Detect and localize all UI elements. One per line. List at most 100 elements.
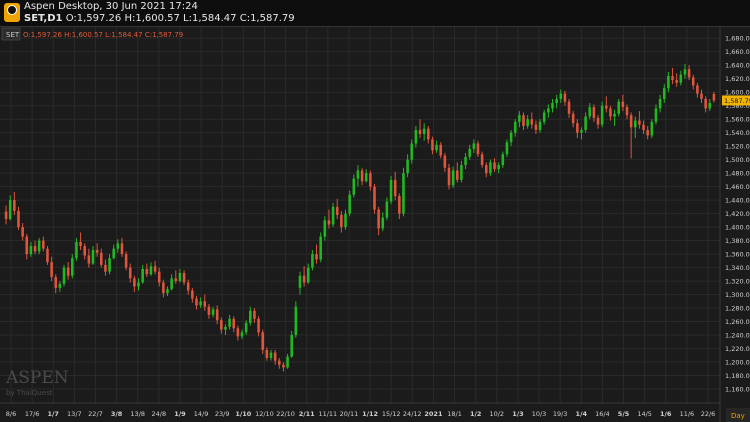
candle-body xyxy=(642,124,645,130)
x-tick-label: 18/1 xyxy=(447,410,462,418)
candle xyxy=(526,115,529,129)
candle-body xyxy=(331,206,335,225)
y-tick-label: 1,660.00 xyxy=(725,48,750,56)
candle-body xyxy=(596,117,600,125)
candle xyxy=(191,287,194,303)
candle xyxy=(418,119,422,139)
candle xyxy=(600,101,604,128)
x-tick-label: 13/7 xyxy=(67,410,82,418)
candle xyxy=(551,98,554,113)
candle-body xyxy=(269,352,273,358)
candle-body xyxy=(29,246,33,255)
aspen-logo-icon[interactable] xyxy=(4,3,20,22)
legend-badge-box xyxy=(1,27,21,41)
candle-body xyxy=(621,101,625,108)
x-tick-label: 24/12 xyxy=(403,410,422,418)
chart-canvas[interactable]: SET O:1,597.26 H:1,600.57 L:1,584.47 C:1… xyxy=(0,27,750,422)
candle xyxy=(257,316,260,337)
candle xyxy=(497,162,500,174)
candle-body xyxy=(542,112,546,122)
candle xyxy=(83,243,87,260)
candle-body xyxy=(91,250,95,264)
candle xyxy=(646,125,649,140)
candle xyxy=(120,237,124,257)
candle xyxy=(240,329,244,340)
candle-body xyxy=(99,252,103,265)
candle xyxy=(66,262,70,280)
candle xyxy=(282,362,285,372)
candle xyxy=(195,295,198,310)
candle xyxy=(319,232,322,263)
candle xyxy=(708,98,712,112)
candle xyxy=(286,353,289,369)
y-tick-label: 1,220.00 xyxy=(725,345,750,353)
candle xyxy=(186,279,190,295)
y-tick-label: 1,520.00 xyxy=(725,143,750,151)
candle xyxy=(509,129,513,147)
candle xyxy=(534,120,538,135)
candle xyxy=(302,266,306,287)
candle-body xyxy=(112,248,115,259)
y-tick-label: 1,620.00 xyxy=(725,75,750,83)
candle-body xyxy=(344,213,347,228)
candle xyxy=(658,94,662,113)
candle xyxy=(398,193,401,220)
candle xyxy=(696,82,699,98)
candle xyxy=(224,324,227,336)
timeframe-box[interactable] xyxy=(726,408,750,422)
candle-body xyxy=(435,144,438,151)
price-chart[interactable]: SET O:1,597.26 H:1,600.57 L:1,584.47 C:1… xyxy=(0,27,750,422)
y-tick-label: 1,200.00 xyxy=(725,359,750,367)
candle-body xyxy=(393,179,397,197)
x-tick-label: 11/6 xyxy=(680,410,695,418)
candle xyxy=(277,357,281,369)
candle-body xyxy=(294,306,298,336)
y-tick-label: 1,600.00 xyxy=(725,89,750,97)
candle-body xyxy=(83,246,87,256)
candle-body xyxy=(207,306,211,315)
candle xyxy=(455,162,459,183)
candle-body xyxy=(385,201,389,218)
candle-body xyxy=(414,129,418,144)
candle-body xyxy=(605,105,608,109)
x-tick-label: 2/11 xyxy=(299,410,315,418)
candle-body xyxy=(576,123,579,133)
y-tick-label: 1,380.00 xyxy=(725,237,750,245)
candle-body xyxy=(364,173,368,182)
x-tick-label: 12/10 xyxy=(255,410,274,418)
candle-body xyxy=(75,241,78,259)
candle xyxy=(8,195,12,221)
candle-body xyxy=(352,178,356,195)
candle-body xyxy=(530,119,534,125)
candle-body xyxy=(658,98,662,109)
timeframe-label[interactable]: Day xyxy=(731,412,745,420)
candle xyxy=(348,190,351,217)
candle xyxy=(269,349,273,361)
candle-body xyxy=(633,120,637,128)
candle xyxy=(662,84,666,104)
candle xyxy=(385,197,389,221)
candle xyxy=(290,330,293,358)
x-tick-label: 1/2 xyxy=(470,410,481,418)
candle-body xyxy=(145,268,149,275)
candle-body xyxy=(162,282,165,294)
candle xyxy=(232,316,236,333)
x-tick-label: 3/8 xyxy=(111,410,123,418)
candle-body xyxy=(700,93,703,99)
candle-body xyxy=(66,267,70,276)
candle xyxy=(331,202,335,228)
candle-body xyxy=(683,69,687,75)
candle-body xyxy=(157,271,161,283)
candle xyxy=(145,263,149,278)
candle-body xyxy=(54,277,58,288)
candle-body xyxy=(4,211,8,220)
candle-body xyxy=(369,173,372,187)
candle-body xyxy=(228,318,231,327)
candle xyxy=(402,167,405,217)
candle xyxy=(116,239,120,253)
candle-body xyxy=(37,240,41,252)
candle xyxy=(406,154,409,178)
candle-body xyxy=(236,328,240,337)
candle xyxy=(443,152,447,172)
y-tick-label: 1,320.00 xyxy=(725,278,750,286)
